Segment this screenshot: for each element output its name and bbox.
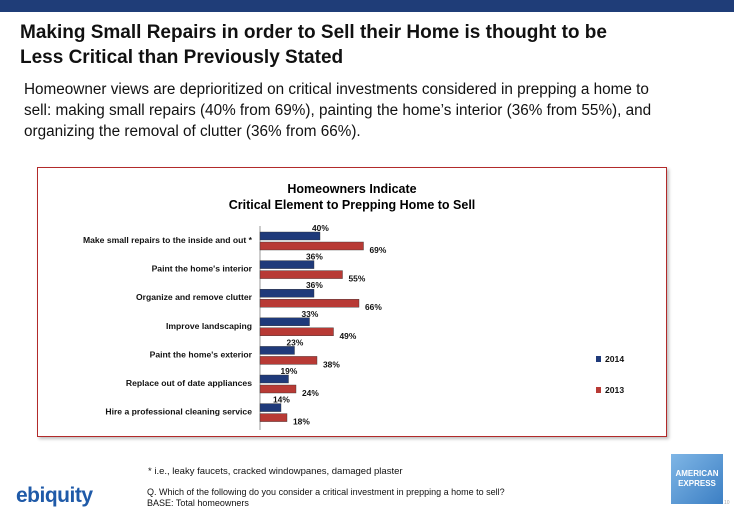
bar-2014	[259, 374, 289, 384]
category-label: Replace out of date appliances	[126, 378, 252, 388]
bar-2014	[259, 346, 295, 355]
bar-2014	[259, 231, 321, 241]
data-label-2014: 33%	[302, 309, 319, 319]
legend-swatch-2014	[596, 356, 601, 362]
data-label-2014: 23%	[287, 337, 304, 347]
bar-2013	[259, 356, 318, 365]
bar-2013	[259, 241, 364, 251]
amex-logo-line-2: EXPRESS	[678, 479, 716, 488]
data-label-2014: 36%	[306, 252, 323, 262]
survey-base: BASE: Total homeowners	[147, 498, 249, 508]
chart-footnote: * i.e., leaky faucets, cracked windowpan…	[148, 466, 403, 477]
chart-title-line-2: Critical Element to Prepping Home to Sel…	[228, 198, 476, 212]
slide-title-line-2: Less Critical than Previously Stated	[20, 47, 344, 68]
bar-2014	[259, 403, 282, 412]
legend-label-2013: 2013	[605, 385, 624, 395]
chart-title-line-1: Homeowners Indicate	[287, 182, 417, 196]
slide-subtitle-line-3: organizing the removal of clutter (36% f…	[24, 123, 361, 140]
slide-subtitle-line-2: sell: making small repairs (40% from 69%…	[24, 102, 652, 119]
survey-question: Q. Which of the following do you conside…	[147, 487, 505, 497]
slide-title-line-1: Making Small Repairs in order to Sell th…	[20, 22, 607, 43]
category-label: Improve landscaping	[166, 321, 252, 331]
ebiquity-logo: ebiquity	[16, 484, 93, 507]
bar-chart: Make small repairs to the inside and out…	[83, 223, 624, 430]
slide-title: Making Small Repairs in order to Sell th…	[20, 20, 720, 70]
bar-2013	[259, 327, 334, 337]
category-label: Organize and remove clutter	[136, 292, 253, 302]
data-label-2014: 40%	[312, 223, 329, 233]
bar-2014	[259, 317, 310, 327]
american-express-logo: AMERICAN EXPRESS	[671, 454, 723, 504]
bar-2014	[259, 260, 315, 269]
category-label: Hire a professional cleaning service	[105, 407, 252, 417]
data-label-2014: 19%	[281, 366, 298, 376]
data-label-2014: 36%	[306, 280, 323, 290]
legend-label-2014: 2014	[605, 354, 624, 364]
slide-subtitle: Homeowner views are deprioritized on cri…	[24, 79, 714, 142]
category-label: Make small repairs to the inside and out…	[83, 235, 253, 245]
data-label-2014: 14%	[273, 395, 290, 405]
chart-panel: Homeowners Indicate Critical Element to …	[37, 167, 667, 437]
legend-swatch-2013	[596, 387, 601, 393]
data-label-2013: 66%	[365, 302, 382, 312]
data-label-2013: 24%	[302, 388, 319, 398]
bar-2013	[259, 413, 288, 422]
data-label-2013: 49%	[340, 331, 357, 341]
bar-2013	[259, 384, 297, 394]
data-label-2013: 69%	[370, 245, 387, 255]
bar-2013	[259, 270, 343, 279]
data-label-2013: 38%	[323, 359, 340, 369]
bar-2014	[259, 288, 315, 298]
bar-2013	[259, 298, 360, 308]
category-label: Paint the home's exterior	[150, 349, 253, 359]
page-number: 10	[724, 500, 730, 506]
top-accent-bar	[0, 0, 734, 12]
category-label: Paint the home's interior	[152, 264, 253, 274]
amex-logo-line-1: AMERICAN	[675, 469, 719, 478]
data-label-2013: 18%	[293, 417, 310, 427]
slide-subtitle-line-1: Homeowner views are deprioritized on cri…	[24, 81, 649, 98]
data-label-2013: 55%	[349, 274, 366, 284]
